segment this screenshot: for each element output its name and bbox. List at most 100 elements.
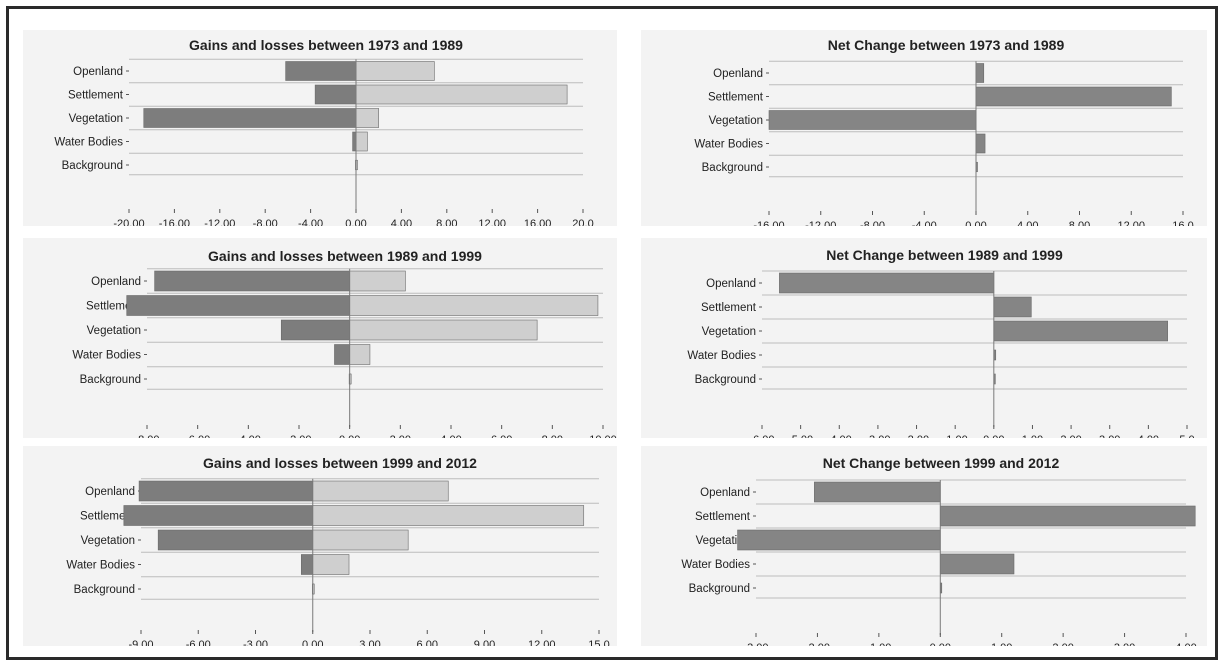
chart-gains-losses-1989-1999: Gains and losses between 1989 and 1999 Op… bbox=[23, 238, 617, 438]
net-bar bbox=[737, 529, 941, 551]
x-tick-label: 12.00 bbox=[528, 639, 556, 646]
net-bar bbox=[779, 272, 995, 294]
loss-bar bbox=[126, 295, 350, 316]
gain-bar bbox=[355, 84, 568, 105]
x-tick-label: -6.00 bbox=[186, 639, 211, 646]
net-bar bbox=[939, 505, 1196, 527]
x-tick-label: 1.00 bbox=[1022, 434, 1043, 438]
x-tick-label: 2.00 bbox=[390, 434, 411, 438]
category-label: Openland bbox=[700, 487, 750, 499]
chart-svg: Gains and losses between 1989 and 1999 Op… bbox=[72, 248, 617, 438]
x-tick-label: -1.00 bbox=[943, 434, 968, 438]
gain-bar bbox=[312, 505, 585, 526]
net-bar bbox=[975, 86, 1172, 107]
x-tick-label: 2.00 bbox=[1052, 642, 1073, 646]
x-tick-label: -8.00 bbox=[860, 220, 885, 226]
x-tick-label: 10.00 bbox=[589, 434, 617, 438]
gain-bar bbox=[355, 131, 368, 152]
net-bar bbox=[814, 481, 941, 503]
x-tick-label: -1.00 bbox=[866, 642, 891, 646]
net-bar bbox=[975, 63, 985, 83]
chart-title: Net Change between 1989 and 1999 bbox=[826, 247, 1063, 263]
x-tick-label: -12.00 bbox=[204, 218, 235, 226]
category-label: Background bbox=[695, 374, 756, 386]
x-tick-label: 9.00 bbox=[474, 639, 495, 646]
x-tick-label: 8.00 bbox=[436, 218, 457, 226]
x-tick-label: 16.00 bbox=[524, 218, 552, 226]
category-label: Openland bbox=[85, 486, 135, 498]
chart-svg: Gains and losses between 1973 and 1989 Op… bbox=[54, 37, 593, 226]
x-tick-label: -2.00 bbox=[286, 434, 311, 438]
gain-bar bbox=[312, 529, 409, 551]
x-tick-label: 3.00 bbox=[1114, 642, 1135, 646]
x-tick-label: -6.00 bbox=[185, 434, 210, 438]
x-tick-label: 6.00 bbox=[417, 639, 438, 646]
loss-bar bbox=[280, 319, 350, 341]
category-label: Background bbox=[689, 583, 750, 595]
figure-frame: Gains and losses between 1973 and 1989 Op… bbox=[6, 6, 1218, 660]
gain-bar bbox=[349, 295, 599, 316]
category-label: Water Bodies bbox=[72, 350, 141, 362]
x-tick-label: -9.00 bbox=[128, 639, 153, 646]
gain-bar bbox=[349, 344, 371, 365]
x-tick-label: 3.00 bbox=[1099, 434, 1120, 438]
gain-bar bbox=[355, 108, 380, 128]
category-label: Settlement bbox=[708, 92, 764, 104]
x-tick-label: -4.00 bbox=[827, 434, 852, 438]
x-tick-label: -3.00 bbox=[743, 642, 768, 646]
category-label: Vegetation bbox=[87, 325, 141, 337]
net-bar bbox=[993, 296, 1032, 318]
chart-gains-losses-1999-2012: Gains and losses between 1999 and 2012 Op… bbox=[23, 446, 617, 646]
x-tick-label: 20.0 bbox=[572, 218, 593, 226]
loss-bar bbox=[143, 108, 357, 128]
loss-bar bbox=[285, 61, 357, 81]
x-tick-label: -20.00 bbox=[113, 218, 144, 226]
gain-bar bbox=[349, 319, 538, 341]
category-label: Vegetation bbox=[81, 535, 135, 547]
loss-bar bbox=[154, 270, 350, 292]
x-tick-label: 3.00 bbox=[359, 639, 380, 646]
x-tick-label: -3.00 bbox=[865, 434, 890, 438]
chart-gains-losses-1973-1989: Gains and losses between 1973 and 1989 Op… bbox=[23, 30, 617, 226]
category-label: Openland bbox=[706, 278, 756, 290]
chart-svg: Net Change between 1999 and 2012 Openland… bbox=[681, 455, 1196, 646]
x-tick-label: 4.00 bbox=[1138, 434, 1159, 438]
x-tick-label: 0.00 bbox=[302, 639, 323, 646]
category-label: Vegetation bbox=[709, 115, 763, 127]
x-tick-label: 15.0 bbox=[588, 639, 609, 646]
category-label: Water Bodies bbox=[687, 350, 756, 362]
category-label: Background bbox=[74, 584, 135, 596]
x-tick-label: 4.00 bbox=[1175, 642, 1196, 646]
category-label: Background bbox=[702, 162, 763, 174]
chart-net-change-1999-2012: Net Change between 1999 and 2012 Openland… bbox=[641, 446, 1207, 646]
chart-net-change-1973-1989: Net Change between 1973 and 1989 Openland… bbox=[641, 30, 1207, 226]
x-tick-label: 4.00 bbox=[440, 434, 461, 438]
loss-bar bbox=[314, 84, 357, 105]
category-label: Openland bbox=[713, 68, 763, 80]
category-label: Water Bodies bbox=[66, 560, 135, 572]
loss-bar bbox=[334, 344, 350, 365]
gain-bar bbox=[312, 480, 449, 502]
x-tick-label: 1.00 bbox=[991, 642, 1012, 646]
x-tick-label: -3.00 bbox=[243, 639, 268, 646]
x-tick-label: 2.00 bbox=[1060, 434, 1081, 438]
category-label: Water Bodies bbox=[694, 139, 763, 151]
net-bar bbox=[975, 133, 986, 154]
x-tick-label: 16.0 bbox=[1172, 220, 1193, 226]
category-label: Water Bodies bbox=[54, 137, 123, 149]
category-label: Settlement bbox=[68, 90, 124, 102]
chart-title: Gains and losses between 1973 and 1989 bbox=[189, 37, 463, 53]
x-tick-label: 4.00 bbox=[1017, 220, 1038, 226]
loss-bar bbox=[123, 505, 314, 526]
chart-title: Net Change between 1973 and 1989 bbox=[828, 37, 1065, 53]
x-tick-label: 0.00 bbox=[965, 220, 986, 226]
x-tick-label: -8.00 bbox=[134, 434, 159, 438]
category-label: Background bbox=[62, 160, 123, 172]
gain-bar bbox=[312, 554, 350, 575]
x-tick-label: -16.00 bbox=[159, 218, 190, 226]
x-tick-label: 6.00 bbox=[491, 434, 512, 438]
x-tick-label: 5.0 bbox=[1179, 434, 1194, 438]
x-tick-label: -4.00 bbox=[236, 434, 261, 438]
loss-bar bbox=[157, 529, 314, 551]
x-tick-label: -12.00 bbox=[805, 220, 836, 226]
